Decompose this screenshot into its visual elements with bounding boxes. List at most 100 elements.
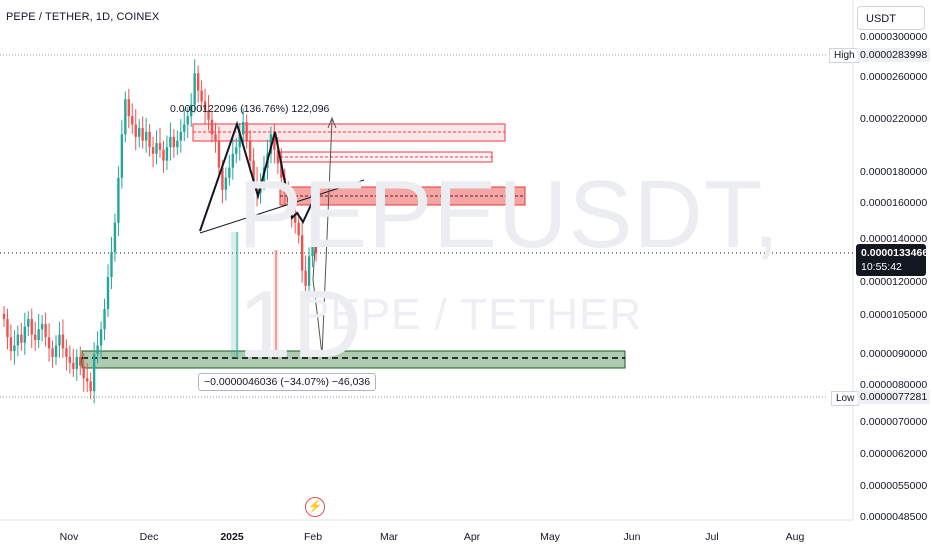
candle-body xyxy=(96,345,99,355)
neckline xyxy=(199,179,365,234)
forecast-arrow xyxy=(327,116,337,129)
y-tick-label: 0.0000140000 xyxy=(860,233,928,245)
lightning-icon[interactable]: ⚡ xyxy=(305,497,325,517)
y-tick-label: 0.0000090000 xyxy=(860,348,928,360)
x-tick-label: Jun xyxy=(623,531,641,543)
y-tick-label: 0.0000180000 xyxy=(860,166,928,178)
candle-body xyxy=(255,182,259,193)
candle-body xyxy=(34,334,37,341)
y-tick-label: 0.0000055000 xyxy=(860,480,928,492)
candle-body xyxy=(51,348,54,357)
measure-up-label[interactable]: 0.0000122096 (136.76%) 122,096 xyxy=(170,103,330,115)
candle-body xyxy=(297,222,300,236)
candle-body xyxy=(176,140,179,148)
x-tick-label: Apr xyxy=(463,531,481,543)
candle-body xyxy=(190,104,193,117)
candle-body xyxy=(89,381,92,392)
x-tick-label: Nov xyxy=(59,531,79,543)
candle-body xyxy=(16,334,20,346)
currency-selector[interactable]: USDT xyxy=(857,6,925,30)
candle-body xyxy=(141,128,144,141)
candle-body xyxy=(276,149,280,164)
watermark-pair: PEPE / TETHER xyxy=(300,290,643,339)
low-value: 0.0000077281 xyxy=(857,390,931,404)
candle-body xyxy=(179,131,182,141)
candle-body xyxy=(207,110,210,120)
y-tick-label: 0.0000062000 xyxy=(860,448,928,460)
candle-body xyxy=(144,131,148,141)
candle-body xyxy=(231,153,234,168)
candle-body xyxy=(72,362,75,369)
x-tick-label: Dec xyxy=(139,531,159,543)
candle-body xyxy=(307,256,311,286)
candle-body xyxy=(65,348,68,357)
candle-body xyxy=(217,140,221,168)
x-tick-label: 2025 xyxy=(220,531,244,543)
low-tag: Low xyxy=(831,391,860,406)
candle-body xyxy=(155,143,158,154)
high-tag: High xyxy=(829,48,860,63)
candle-body xyxy=(210,119,214,135)
overlay-layer xyxy=(199,116,365,356)
candle-body xyxy=(6,318,9,338)
y-tick-label: 0.0000300000 xyxy=(860,31,928,43)
candle-body xyxy=(117,177,120,223)
candle-body xyxy=(311,244,314,257)
candle-body xyxy=(75,356,78,369)
countdown-timer: 10:55:42 xyxy=(861,261,902,273)
candle-body xyxy=(165,147,169,161)
candle-body xyxy=(172,136,176,148)
y-tick-label: 0.0000120000 xyxy=(860,276,928,288)
y-tick-label: 0.0000160000 xyxy=(860,197,928,209)
candle-body xyxy=(273,134,276,150)
double-top-pattern xyxy=(199,120,319,232)
candle-body xyxy=(221,167,224,190)
candle-body xyxy=(23,326,26,343)
candle-body xyxy=(131,116,134,125)
candle-body xyxy=(252,160,255,183)
candle-body xyxy=(158,143,162,150)
candles-layer xyxy=(2,59,318,404)
candle-body xyxy=(9,337,13,352)
measure-down-label[interactable]: −0.0000046036 (−34.07%) −46,036 xyxy=(198,373,377,391)
candle-body xyxy=(68,356,72,363)
candle-body xyxy=(186,116,189,125)
watermark-symbol: PEPEUSDT, 1D xyxy=(238,161,781,378)
forecast-path-down xyxy=(312,231,323,356)
candle-body xyxy=(106,277,110,310)
candle-body xyxy=(134,124,137,137)
y-tick-label: 0.0000220000 xyxy=(860,113,928,125)
current-price-value: 0.0000133466 xyxy=(861,247,929,259)
candle-body xyxy=(196,73,200,91)
x-tick-label: Feb xyxy=(303,531,323,543)
chart-title[interactable]: PEPE / TETHER, 1D, COINEX xyxy=(6,11,160,23)
y-tick-label: 0.0000070000 xyxy=(860,416,928,428)
candle-body xyxy=(92,354,96,392)
candle-body xyxy=(61,334,65,349)
x-tick-label: Mar xyxy=(379,531,399,543)
candle-body xyxy=(127,99,130,117)
candle-body xyxy=(183,124,186,132)
candle-body xyxy=(245,122,248,141)
candle-body xyxy=(228,167,231,178)
candle-body xyxy=(30,318,33,335)
candle-body xyxy=(304,270,307,286)
candle-body xyxy=(47,337,51,349)
candle-body xyxy=(314,244,318,254)
candle-body xyxy=(37,329,40,341)
candle-body xyxy=(2,313,6,319)
x-tick-label: Jul xyxy=(705,531,719,543)
candle-body xyxy=(294,214,297,223)
candle-body xyxy=(82,365,85,379)
x-tick-label: Aug xyxy=(785,531,805,543)
candle-body xyxy=(40,324,44,330)
candle-body xyxy=(290,205,293,215)
y-tick-label: 0.0000260000 xyxy=(860,71,928,83)
candle-body xyxy=(200,90,203,102)
y-tick-label: 0.0000080000 xyxy=(860,379,928,391)
demand-zone xyxy=(81,350,626,369)
candle-body xyxy=(224,177,228,190)
candle-body xyxy=(300,235,304,271)
